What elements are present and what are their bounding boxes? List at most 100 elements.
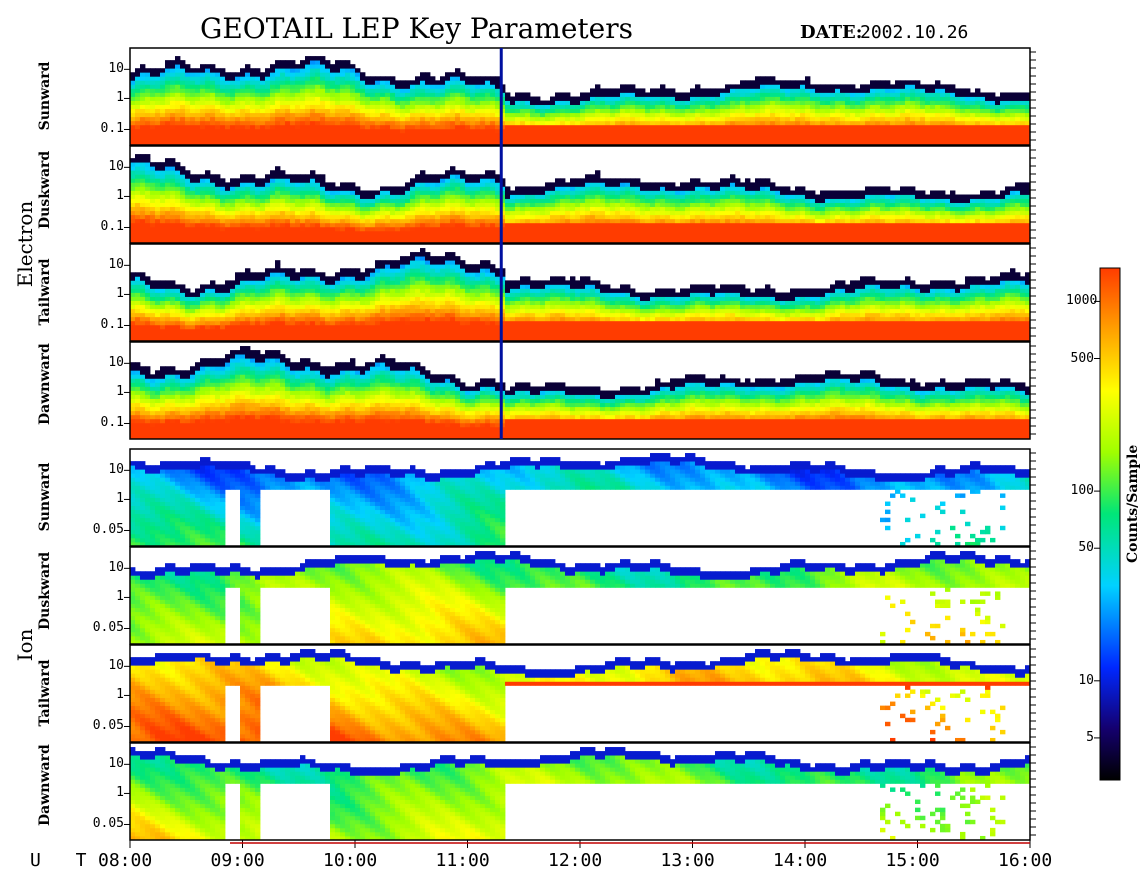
heatmap-cell bbox=[585, 92, 591, 97]
heatmap-cell bbox=[695, 112, 701, 118]
heatmap-cell bbox=[525, 210, 531, 216]
heatmap-cell bbox=[695, 206, 701, 212]
heatmap-cell bbox=[155, 72, 161, 77]
heatmap-cell bbox=[895, 112, 901, 118]
heatmap-cell bbox=[595, 140, 601, 145]
heatmap-cell bbox=[470, 194, 476, 199]
heatmap-cell bbox=[205, 182, 211, 187]
heatmap-cell bbox=[870, 92, 876, 97]
heatmap-cell bbox=[565, 230, 571, 236]
heatmap-cell bbox=[465, 174, 471, 179]
heatmap-cell bbox=[840, 120, 846, 126]
heatmap-cell bbox=[730, 140, 736, 145]
heatmap-cell bbox=[1015, 112, 1021, 118]
heatmap-cell bbox=[240, 84, 246, 89]
heatmap-cell bbox=[330, 88, 336, 93]
heatmap-cell bbox=[700, 210, 706, 216]
heatmap-cell bbox=[300, 218, 306, 224]
heatmap-cell bbox=[290, 202, 296, 208]
heatmap-cell bbox=[145, 214, 151, 220]
heatmap-cell bbox=[170, 96, 176, 101]
heatmap-cell bbox=[790, 96, 796, 101]
heatmap-cell bbox=[250, 202, 256, 208]
heatmap-cell bbox=[345, 136, 351, 142]
heatmap-cell bbox=[750, 194, 756, 199]
heatmap-cell bbox=[400, 80, 406, 85]
heatmap-cell bbox=[195, 238, 201, 243]
heatmap-cell bbox=[205, 198, 211, 203]
heatmap-cell bbox=[365, 226, 371, 232]
heatmap-cell bbox=[240, 108, 246, 114]
heatmap-cell bbox=[255, 218, 261, 224]
heatmap-cell bbox=[130, 202, 136, 208]
heatmap-cell bbox=[685, 214, 691, 220]
heatmap-cell bbox=[675, 214, 681, 220]
heatmap-cell bbox=[305, 136, 311, 142]
heatmap-cell bbox=[150, 230, 156, 236]
heatmap-cell bbox=[300, 84, 306, 89]
heatmap-cell bbox=[220, 96, 226, 101]
heatmap-cell bbox=[815, 136, 821, 142]
heatmap-cell bbox=[290, 140, 296, 145]
heatmap-cell bbox=[760, 124, 766, 130]
heatmap-cell bbox=[870, 116, 876, 122]
heatmap-cell bbox=[380, 206, 386, 212]
heatmap-cell bbox=[360, 96, 366, 101]
heatmap-cell bbox=[800, 132, 806, 138]
heatmap-cell bbox=[610, 226, 616, 232]
heatmap-cell bbox=[135, 104, 141, 110]
heatmap-cell bbox=[220, 128, 226, 134]
heatmap-cell bbox=[745, 218, 751, 224]
heatmap-cell bbox=[140, 100, 146, 105]
heatmap-cell bbox=[185, 186, 191, 191]
heatmap-cell bbox=[425, 80, 431, 85]
heatmap-cell bbox=[670, 136, 676, 142]
heatmap-cell bbox=[285, 88, 291, 93]
heatmap-cell bbox=[285, 178, 291, 183]
heatmap-cell bbox=[450, 92, 456, 97]
heatmap-cell bbox=[630, 178, 636, 183]
heatmap-cell bbox=[325, 214, 331, 220]
heatmap-cell bbox=[455, 206, 461, 212]
heatmap-cell bbox=[785, 92, 791, 97]
heatmap-cell bbox=[665, 202, 671, 208]
heatmap-cell bbox=[885, 84, 891, 89]
heatmap-cell bbox=[630, 198, 636, 203]
heatmap-cell bbox=[785, 116, 791, 122]
heatmap-cell bbox=[285, 128, 291, 134]
heatmap-cell bbox=[895, 96, 901, 101]
heatmap-cell bbox=[210, 108, 216, 114]
heatmap-cell bbox=[170, 178, 176, 183]
heatmap-cell bbox=[310, 64, 316, 69]
heatmap-cell bbox=[800, 140, 806, 145]
heatmap-cell bbox=[200, 230, 206, 236]
heatmap-cell bbox=[420, 76, 426, 81]
heatmap-cell bbox=[735, 108, 741, 114]
heatmap-cell bbox=[880, 88, 886, 93]
heatmap-cell bbox=[525, 104, 531, 110]
heatmap-cell bbox=[435, 238, 441, 243]
heatmap-cell bbox=[480, 194, 486, 199]
heatmap-cell bbox=[865, 132, 871, 138]
heatmap-cell bbox=[350, 222, 356, 228]
heatmap-cell bbox=[815, 104, 821, 110]
heatmap-cell bbox=[130, 238, 136, 243]
heatmap-cell bbox=[585, 100, 591, 105]
heatmap-cell bbox=[275, 120, 281, 126]
heatmap-cell bbox=[735, 218, 741, 224]
heatmap-cell bbox=[740, 92, 746, 97]
heatmap-cell bbox=[890, 92, 896, 97]
heatmap-cell bbox=[360, 218, 366, 224]
heatmap-cell bbox=[420, 72, 426, 77]
heatmap-cell bbox=[445, 238, 451, 243]
heatmap-cell bbox=[940, 120, 946, 126]
heatmap-cell bbox=[715, 234, 721, 240]
heatmap-cell bbox=[860, 116, 866, 122]
heatmap-cell bbox=[135, 84, 141, 89]
heatmap-cell bbox=[485, 222, 491, 228]
heatmap-cell bbox=[950, 136, 956, 142]
heatmap-cell bbox=[305, 64, 311, 69]
heatmap-cell bbox=[385, 116, 391, 122]
heatmap-cell bbox=[740, 104, 746, 110]
heatmap-cell bbox=[570, 178, 576, 183]
